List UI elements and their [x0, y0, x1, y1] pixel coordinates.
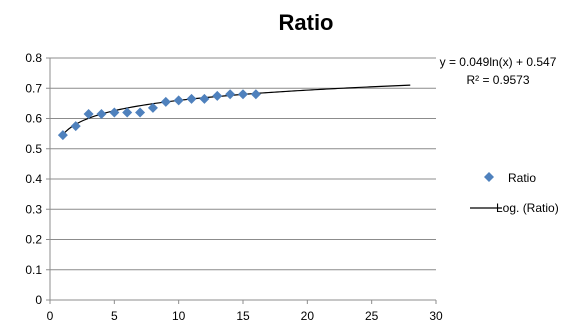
- tick-label-y-0: 0: [35, 293, 42, 307]
- tick-label-y-5: 0.5: [25, 142, 42, 156]
- data-point: [225, 89, 236, 100]
- legend: Ratio Log. (Ratio): [470, 171, 559, 215]
- tick-label-y-8: 0.8: [25, 51, 42, 65]
- data-point: [135, 107, 146, 118]
- data-point: [173, 95, 184, 106]
- data-point: [70, 121, 81, 132]
- trendline: [62, 84, 411, 135]
- tick-label-x-5: 25: [365, 309, 379, 323]
- tick-label-x-0: 0: [47, 309, 54, 323]
- legend-marker-ratio: [484, 172, 494, 182]
- data-point: [250, 89, 261, 100]
- axes: [46, 57, 437, 304]
- r-squared-label: R² = 0.9573: [466, 73, 529, 87]
- data-point: [109, 107, 120, 118]
- tick-label-y-6: 0.6: [25, 112, 42, 126]
- chart-title: Ratio: [279, 10, 334, 35]
- tick-label-x-4: 20: [301, 309, 315, 323]
- tick-label-x-3: 15: [236, 309, 250, 323]
- tick-label-x-2: 10: [172, 309, 186, 323]
- data-point: [238, 89, 248, 100]
- data-point: [57, 130, 68, 141]
- data-point: [122, 107, 133, 118]
- tick-label-y-7: 0.7: [25, 81, 42, 95]
- data-points: [57, 89, 261, 141]
- tick-labels: 0 0.1 0.2 0.3 0.4 0.5 0.6 0.7 0.8 0 5 10 15 20 25 30: [25, 51, 443, 323]
- tick-label-y-1: 0.1: [25, 263, 42, 277]
- tick-label-x-1: 5: [111, 309, 118, 323]
- legend-label-trend: Log. (Ratio): [496, 201, 559, 215]
- tick-label-y-4: 0.4: [25, 172, 42, 186]
- data-point: [212, 90, 223, 101]
- data-point: [186, 93, 197, 104]
- gridlines: [50, 57, 436, 271]
- data-point: [199, 93, 210, 104]
- data-point: [147, 102, 158, 113]
- data-point: [96, 108, 107, 119]
- tick-label-y-2: 0.2: [25, 233, 42, 247]
- data-point: [160, 96, 171, 107]
- tick-label-y-3: 0.3: [25, 202, 42, 216]
- data-point: [83, 108, 94, 119]
- trendline-equation: y = 0.049ln(x) + 0.547: [440, 55, 557, 69]
- legend-label-ratio: Ratio: [508, 171, 536, 185]
- tick-label-x-6: 30: [429, 309, 443, 323]
